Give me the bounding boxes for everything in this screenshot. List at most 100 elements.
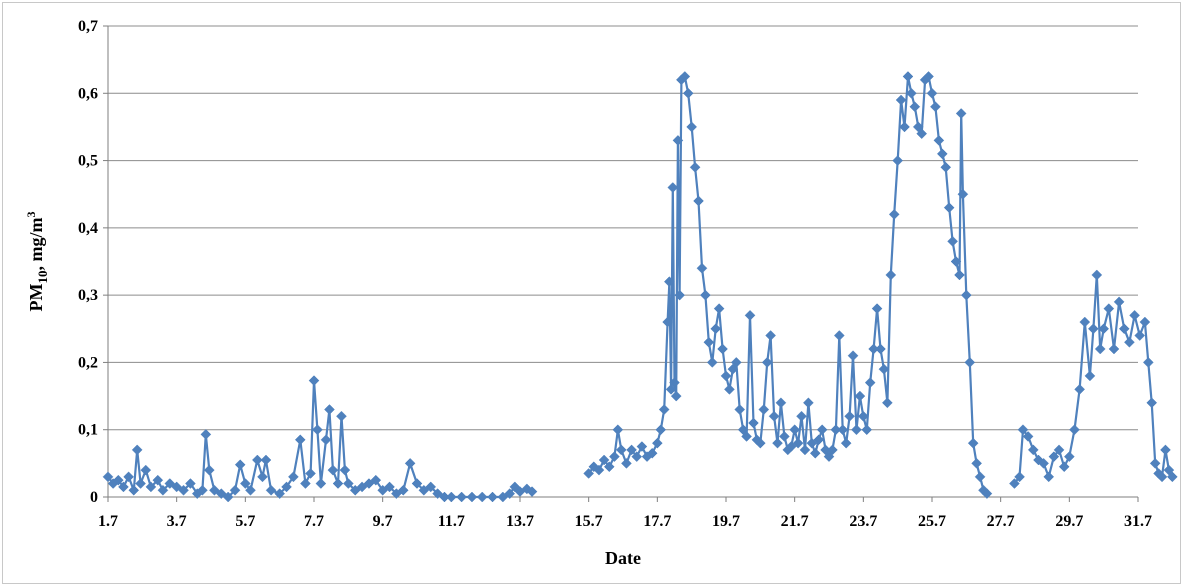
data-point — [1156, 471, 1168, 483]
data-point — [803, 397, 814, 409]
x-tick-label: 9.7 — [373, 513, 393, 530]
y-tick-label: 0,7 — [78, 18, 98, 35]
data-point — [720, 370, 732, 382]
data-point — [583, 468, 595, 479]
data-point — [612, 424, 624, 436]
data-point — [1043, 471, 1055, 483]
data-point — [1084, 370, 1096, 382]
x-tick-label: 15.7 — [575, 513, 603, 530]
x-tick-label: 31.7 — [1124, 513, 1152, 530]
data-point — [813, 434, 825, 446]
data-point — [833, 330, 845, 341]
data-point — [1063, 451, 1075, 462]
data-point — [837, 424, 849, 436]
x-tick-label: 13.7 — [506, 513, 534, 530]
data-point — [1027, 444, 1039, 456]
data-point — [1038, 458, 1049, 469]
data-point — [397, 484, 409, 496]
data-point — [670, 390, 682, 402]
y-tick-label: 0 — [90, 489, 98, 506]
data-point — [615, 444, 627, 456]
data-point — [257, 471, 268, 483]
y-tick-label: 0,1 — [78, 422, 98, 439]
data-point — [981, 488, 993, 499]
data-point — [1160, 444, 1171, 456]
data-point — [1079, 316, 1091, 328]
data-point — [197, 484, 208, 496]
data-point — [809, 447, 821, 459]
data-point — [526, 486, 538, 497]
data-point — [320, 434, 332, 446]
data-point — [145, 481, 157, 493]
data-point — [1053, 444, 1065, 456]
data-point — [274, 488, 286, 499]
data-point — [251, 454, 263, 466]
data-point — [895, 94, 907, 106]
data-point — [706, 357, 718, 368]
data-point — [1022, 431, 1034, 442]
data-point — [404, 458, 416, 469]
x-tick-label: 7.7 — [304, 513, 324, 530]
x-tick-label: 27.7 — [987, 513, 1015, 530]
data-point — [626, 444, 637, 456]
data-point — [157, 484, 169, 496]
data-point — [703, 336, 715, 348]
y-tick-label: 0,6 — [78, 85, 98, 102]
data-point — [152, 474, 164, 486]
data-point — [308, 375, 320, 386]
data-point — [112, 474, 124, 486]
data-point — [974, 471, 986, 483]
data-point — [679, 71, 691, 82]
data-point — [178, 484, 189, 496]
x-tick-label: 21.7 — [781, 513, 809, 530]
data-point — [636, 441, 648, 452]
data-point — [888, 209, 900, 220]
data-point — [1146, 397, 1158, 409]
data-point — [799, 444, 811, 456]
y-tick-labels: 0 0,1 0,2 0,3 0,4 0,5 0,6 0,7 — [78, 18, 98, 506]
data-point — [878, 363, 890, 375]
data-point — [504, 488, 516, 499]
y-tick-label: 0,4 — [78, 220, 98, 237]
data-point — [185, 478, 196, 489]
data-point — [336, 410, 347, 422]
data-point — [1166, 471, 1178, 483]
data-point — [892, 155, 904, 166]
data-point — [758, 404, 770, 415]
data-point — [260, 454, 272, 466]
data-point — [294, 434, 306, 446]
data-point — [775, 397, 787, 409]
data-point — [861, 424, 873, 436]
data-point — [864, 377, 876, 388]
data-point — [1069, 424, 1080, 436]
data-point — [954, 269, 965, 281]
data-point — [203, 464, 215, 476]
data-point — [744, 309, 756, 321]
data-point — [672, 135, 684, 146]
data-point — [603, 461, 615, 473]
data-point — [222, 491, 234, 503]
data-point — [305, 468, 316, 479]
data-point — [609, 451, 620, 462]
data-point — [229, 484, 241, 496]
data-point — [1124, 336, 1135, 348]
pm10-line-chart: 0 0,1 0,2 0,3 0,4 0,5 0,6 0,7 1.7 3.7 5.7 7.7 9.7 11… — [24, 18, 1178, 568]
data-point — [1009, 478, 1020, 489]
data-point — [947, 235, 958, 247]
series-pm10 — [102, 71, 1178, 503]
data-point — [1139, 316, 1151, 328]
data-point — [667, 182, 679, 193]
data-point — [234, 459, 246, 471]
data-point — [902, 71, 914, 82]
data-point — [768, 410, 780, 422]
x-tick-label: 23.7 — [849, 513, 877, 530]
data-point — [765, 330, 776, 341]
data-point — [899, 121, 910, 133]
x-tick-label: 25.7 — [918, 513, 946, 530]
data-point — [265, 484, 277, 496]
data-point — [598, 454, 610, 466]
data-point — [384, 481, 395, 493]
data-point — [960, 289, 972, 301]
data-point — [789, 424, 801, 436]
data-point — [686, 121, 698, 133]
